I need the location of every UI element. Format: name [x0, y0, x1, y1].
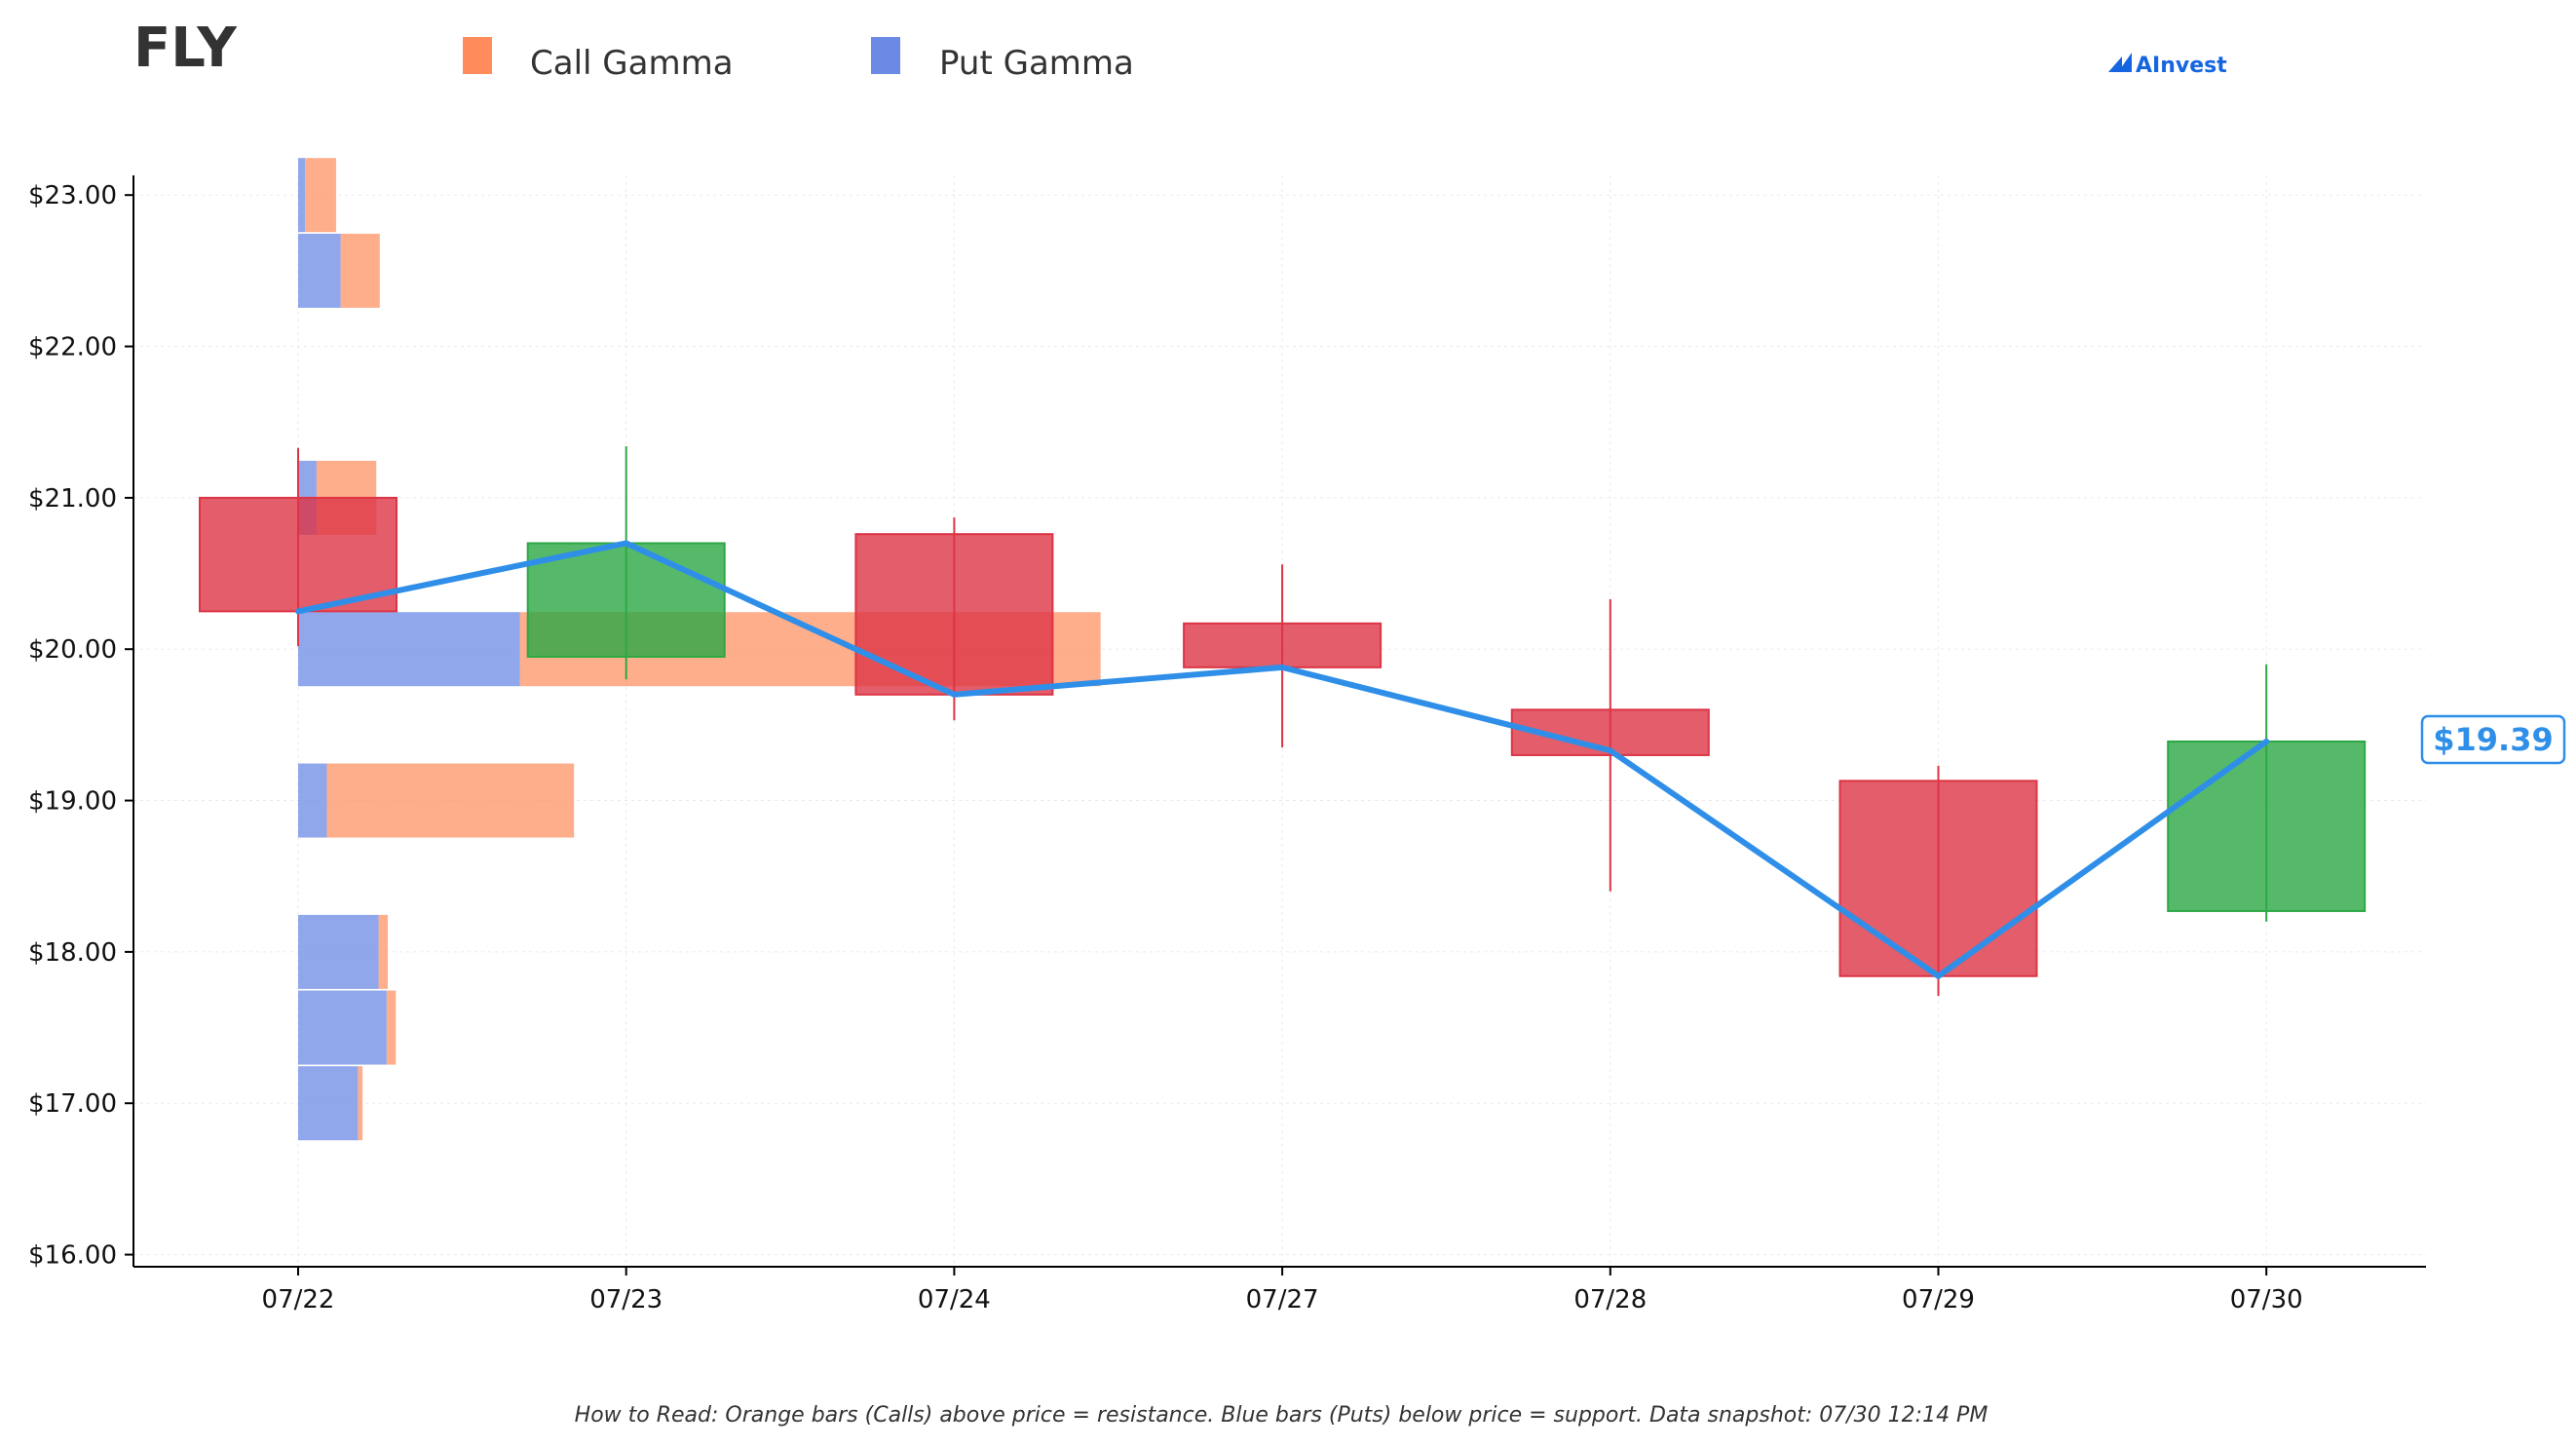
candle-body: [2167, 740, 2367, 912]
brand-logo: AInvest: [2108, 53, 2227, 78]
candle-body: [1183, 622, 1383, 668]
current-price-label: $19.39: [2433, 721, 2553, 758]
y-tick-label: $20.00: [28, 635, 117, 665]
brand-name: AInvest: [2136, 54, 2227, 78]
x-tick-label: 07/30: [2230, 1285, 2303, 1314]
call-gamma-legend-swatch: [463, 37, 492, 74]
call-gamma-bar: [305, 158, 336, 233]
candle-body: [526, 542, 726, 658]
close-line: [295, 540, 2270, 979]
x-axis-ticks: 07/22 07/23 07/24 07/27 07/28 07/29 07/30: [262, 1267, 2303, 1314]
grid: [133, 175, 2426, 1267]
put-gamma-bar: [298, 763, 327, 838]
candles: [199, 446, 2367, 996]
x-tick-label: 07/29: [1902, 1285, 1975, 1314]
close-price-line: [295, 540, 2270, 979]
call-gamma-bar: [326, 763, 575, 838]
call-gamma-bar: [386, 990, 397, 1065]
call-gamma-legend-label: Call Gamma: [530, 44, 734, 83]
legend: Call Gamma Put Gamma: [463, 37, 1134, 83]
put-gamma-legend-swatch: [871, 37, 900, 74]
chart-title: FLY: [133, 17, 238, 80]
candle-body: [199, 496, 398, 613]
ainvest-logo-icon: [2108, 53, 2132, 72]
current-price-box: [2420, 714, 2566, 765]
call-gamma-bar: [358, 1066, 363, 1141]
x-tick-label: 07/24: [918, 1285, 991, 1314]
y-tick-label: $21.00: [28, 484, 117, 514]
x-tick-label: 07/27: [1246, 1285, 1319, 1314]
y-tick-label: $19.00: [28, 787, 117, 817]
candle-body: [854, 533, 1054, 696]
y-tick-label: $17.00: [28, 1089, 117, 1119]
y-tick-label: $18.00: [28, 938, 117, 968]
y-tick-label: $16.00: [28, 1241, 117, 1271]
put-gamma-bar: [298, 612, 520, 687]
call-gamma-bar: [340, 233, 380, 308]
x-tick-label: 07/23: [589, 1285, 663, 1314]
x-tick-label: 07/22: [262, 1285, 335, 1314]
candle-body: [1838, 780, 2038, 977]
y-axis-ticks: $16.00 $17.00 $18.00 $19.00 $20.00 $21.00 $22.…: [28, 181, 133, 1271]
y-tick-label: $23.00: [28, 181, 117, 210]
put-gamma-bar: [298, 158, 306, 233]
put-gamma-bar: [298, 1066, 359, 1141]
current-price-tag: $19.39: [2420, 714, 2566, 765]
put-gamma-bar: [298, 914, 379, 989]
x-tick-label: 07/28: [1573, 1285, 1647, 1314]
put-gamma-bar: [298, 233, 341, 308]
axes: [133, 175, 2426, 1268]
put-gamma-bar: [298, 990, 387, 1065]
footnote: How to Read: Orange bars (Calls) above p…: [575, 1403, 1989, 1428]
y-tick-label: $22.00: [28, 333, 117, 362]
put-gamma-legend-label: Put Gamma: [939, 44, 1134, 83]
call-gamma-bar: [378, 914, 389, 989]
